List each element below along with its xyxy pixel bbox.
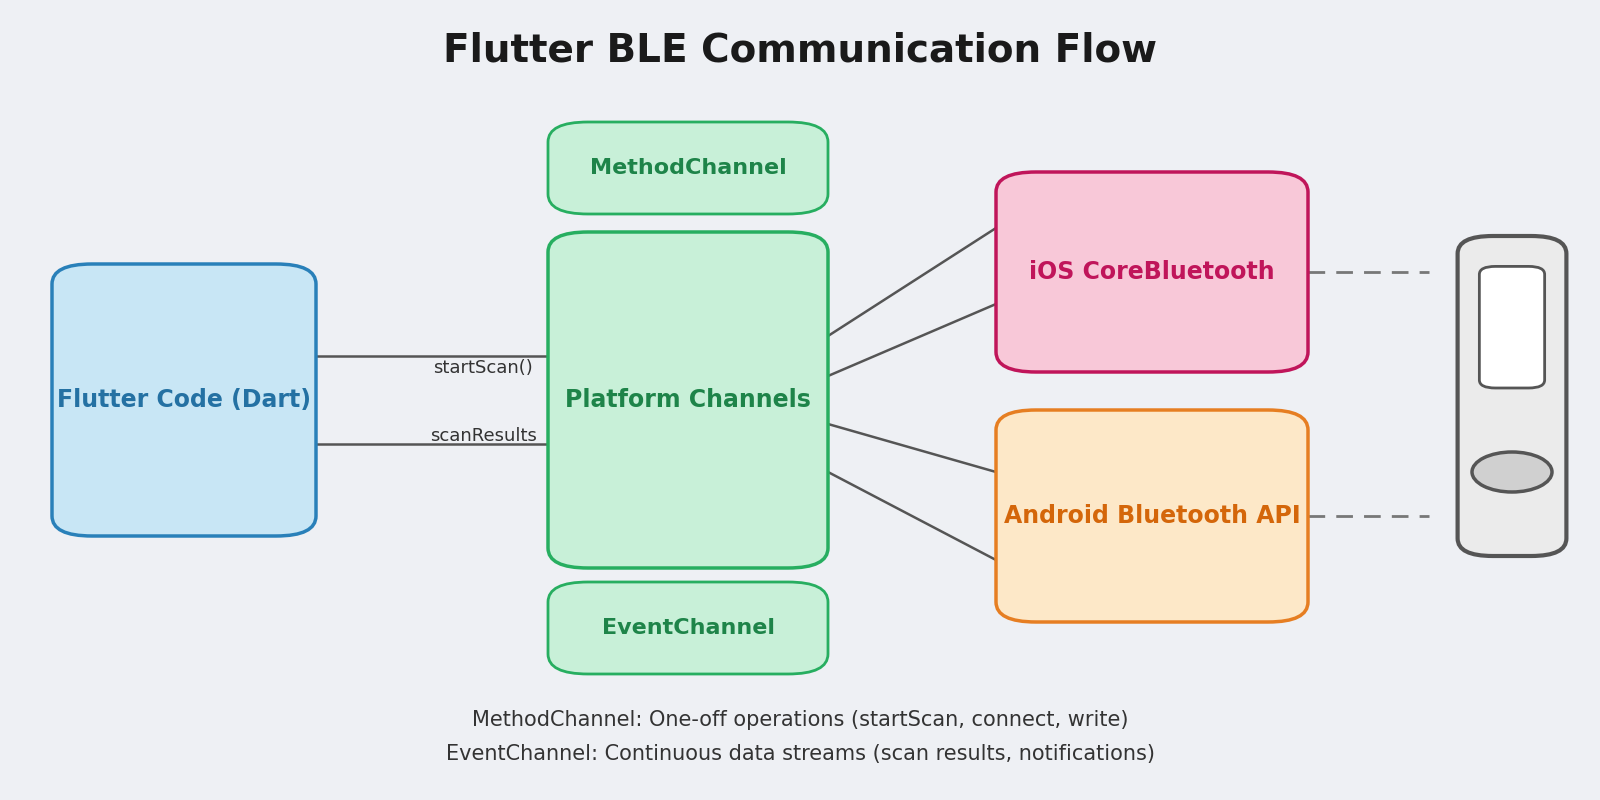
- FancyBboxPatch shape: [547, 122, 829, 214]
- Text: Android Bluetooth API: Android Bluetooth API: [1003, 504, 1301, 528]
- Text: MethodChannel: MethodChannel: [590, 158, 786, 178]
- FancyBboxPatch shape: [1458, 236, 1566, 556]
- Text: Platform Channels: Platform Channels: [565, 388, 811, 412]
- Text: MethodChannel: One-off operations (startScan, connect, write): MethodChannel: One-off operations (start…: [472, 710, 1128, 730]
- Text: startScan(): startScan(): [434, 359, 533, 377]
- Text: Flutter BLE Communication Flow: Flutter BLE Communication Flow: [443, 32, 1157, 70]
- FancyBboxPatch shape: [995, 410, 1307, 622]
- FancyBboxPatch shape: [1480, 266, 1544, 388]
- FancyBboxPatch shape: [547, 582, 829, 674]
- Text: Flutter Code (Dart): Flutter Code (Dart): [58, 388, 310, 412]
- FancyBboxPatch shape: [995, 172, 1307, 372]
- Text: scanResults: scanResults: [430, 427, 536, 445]
- FancyBboxPatch shape: [51, 264, 317, 536]
- Ellipse shape: [1472, 452, 1552, 492]
- Text: iOS CoreBluetooth: iOS CoreBluetooth: [1029, 260, 1275, 284]
- Text: EventChannel: Continuous data streams (scan results, notifications): EventChannel: Continuous data streams (s…: [445, 744, 1155, 763]
- Text: EventChannel: EventChannel: [602, 618, 774, 638]
- FancyBboxPatch shape: [547, 232, 829, 568]
